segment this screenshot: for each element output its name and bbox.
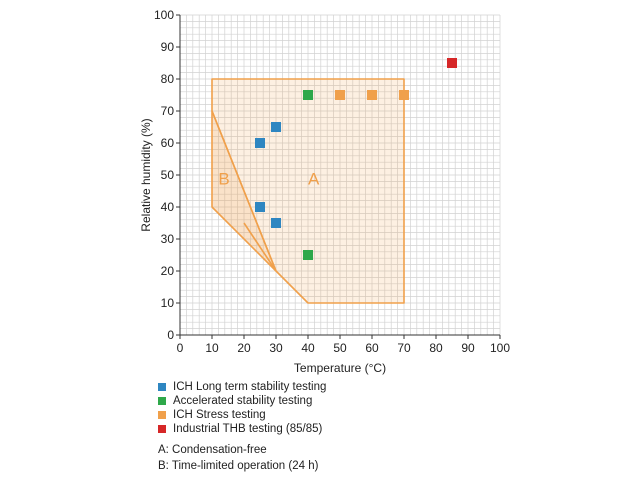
region-boundary-line [243, 222, 277, 272]
y-tick-label: 20 [161, 264, 175, 278]
x-tick-label: 50 [333, 341, 347, 355]
tick-labels: 0 10 20 30 40 50 60 70 80 90 100 0 10 20 30 40 50 60 70 80 9… [154, 8, 510, 355]
data-point [271, 122, 281, 132]
x-tick-label: 80 [429, 341, 443, 355]
region-label-a: A [308, 170, 320, 189]
y-tick-label: 60 [161, 136, 175, 150]
y-tick-label: 80 [161, 72, 175, 86]
x-tick-label: 20 [237, 341, 251, 355]
data-point [399, 90, 409, 100]
legend-item: Industrial THB testing (85/85) [158, 422, 326, 436]
notes: A: Condensation-free B: Time-limited ope… [158, 444, 318, 476]
region-label-b: B [218, 170, 229, 189]
y-tick-label: 0 [167, 328, 174, 342]
data-point [303, 90, 313, 100]
x-tick-label: 70 [397, 341, 411, 355]
y-tick-label: 40 [161, 200, 175, 214]
y-tick-label: 30 [161, 232, 175, 246]
legend-label: Industrial THB testing (85/85) [173, 423, 323, 435]
legend-label: ICH Long term stability testing [173, 381, 327, 393]
x-tick-label: 0 [177, 341, 184, 355]
legend-swatch [158, 425, 166, 433]
legend-item: Accelerated stability testing [158, 394, 326, 408]
y-tick-label: 90 [161, 40, 175, 54]
y-tick-label: 100 [154, 8, 174, 22]
y-tick-label: 50 [161, 168, 175, 182]
regions: AB [211, 78, 405, 304]
axis-labels: Temperature (°C) Relative humidity (%) [139, 118, 386, 375]
data-point [335, 90, 345, 100]
x-tick-label: 60 [365, 341, 379, 355]
grid [179, 14, 501, 336]
x-tick-label: 40 [301, 341, 315, 355]
legend: ICH Long term stability testing Accelera… [158, 380, 326, 436]
region-b [211, 110, 277, 272]
note-a: A: Condensation-free [158, 444, 267, 456]
data-point [255, 138, 265, 148]
y-axis-label: Relative humidity (%) [139, 118, 153, 231]
data-point [255, 202, 265, 212]
data-point [447, 58, 457, 68]
data-point [271, 218, 281, 228]
legend-swatch [158, 383, 166, 391]
y-tick-label: 10 [161, 296, 175, 310]
legend-label: ICH Stress testing [173, 409, 266, 421]
data-point [367, 90, 377, 100]
x-tick-label: 30 [269, 341, 283, 355]
x-axis-label: Temperature (°C) [294, 361, 386, 375]
data-point [303, 250, 313, 260]
data-points [255, 58, 457, 260]
y-tick-label: 70 [161, 104, 175, 118]
x-tick-label: 90 [461, 341, 475, 355]
legend-swatch [158, 397, 166, 405]
legend-item: ICH Stress testing [158, 408, 326, 422]
note-b: B: Time-limited operation (24 h) [158, 460, 319, 472]
legend-label: Accelerated stability testing [173, 395, 313, 407]
legend-item: ICH Long term stability testing [158, 380, 326, 394]
x-tick-label: 10 [205, 341, 219, 355]
x-tick-label: 100 [490, 341, 510, 355]
legend-swatch [158, 411, 166, 419]
